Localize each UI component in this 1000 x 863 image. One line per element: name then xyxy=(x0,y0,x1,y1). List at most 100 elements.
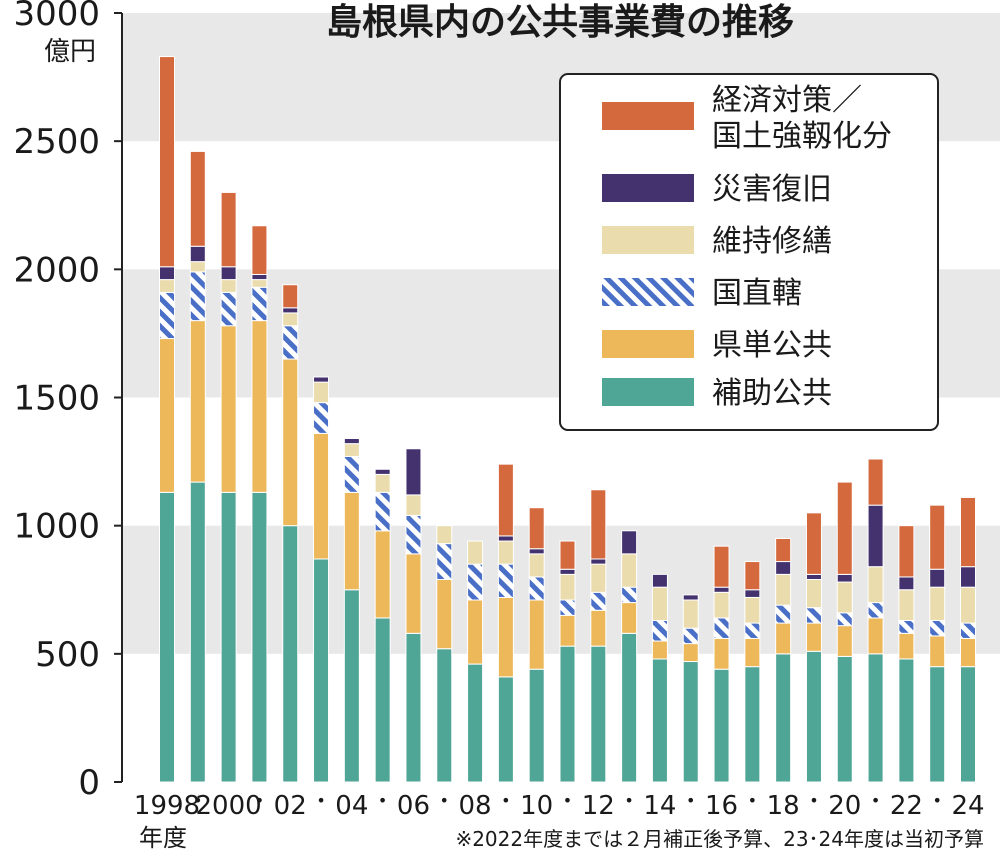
bar-segment xyxy=(621,586,638,604)
bar-segment xyxy=(436,578,453,650)
legend-label: 経済対策／ xyxy=(712,83,862,118)
bar-segment xyxy=(836,581,853,614)
bar-segment xyxy=(405,448,422,496)
x-axis-label: 年度 xyxy=(139,824,187,852)
bar-segment xyxy=(682,627,699,645)
bar-segment xyxy=(159,56,175,268)
bar-segment xyxy=(497,676,514,783)
bar-segment xyxy=(744,622,761,639)
bar-segment xyxy=(251,273,268,281)
legend-swatch xyxy=(602,102,694,130)
legend-swatch xyxy=(602,330,694,358)
bar-segment xyxy=(651,658,668,783)
bar-segment xyxy=(867,458,884,506)
bar-segment xyxy=(590,563,607,593)
bar-segment xyxy=(405,494,422,516)
bar-segment xyxy=(528,599,545,670)
x-tick-label: 08 xyxy=(459,791,492,821)
bar-group-2010 xyxy=(528,507,545,783)
bar-segment xyxy=(775,573,792,606)
bar-group-2005 xyxy=(374,468,391,783)
bar-segment xyxy=(836,655,853,783)
bar-segment xyxy=(898,525,915,578)
bar-segment xyxy=(436,543,453,580)
bar-segment xyxy=(559,540,576,570)
bar-segment xyxy=(867,566,884,604)
bar-segment xyxy=(220,491,237,783)
bar-segment xyxy=(682,661,699,783)
x-tick-label: 18 xyxy=(767,791,800,821)
bar-segment xyxy=(559,645,576,783)
bar-segment xyxy=(220,325,237,493)
bar-segment xyxy=(898,632,915,660)
bar-group-2015 xyxy=(682,594,699,783)
y-tick-label: 1000 xyxy=(13,507,100,547)
x-tick-label: • xyxy=(440,791,449,810)
bar-segment xyxy=(590,489,607,560)
bar-segment xyxy=(713,586,730,593)
bar-segment xyxy=(590,558,607,565)
bar-segment xyxy=(651,586,668,622)
x-tick-label: 24 xyxy=(951,791,984,821)
bar-segment xyxy=(374,530,391,619)
bar-segment xyxy=(220,279,237,293)
bar-group-2009 xyxy=(497,463,514,783)
bar-segment xyxy=(960,666,976,783)
bar-segment xyxy=(836,625,853,657)
bar-segment xyxy=(836,573,853,583)
bar-group-2020 xyxy=(836,481,853,783)
bar-segment xyxy=(682,643,699,663)
bar-segment xyxy=(313,402,330,434)
bar-segment xyxy=(590,591,607,611)
bar-segment xyxy=(467,599,484,665)
bar-segment xyxy=(189,481,206,783)
bars xyxy=(159,56,976,783)
bar-segment xyxy=(313,432,330,560)
bar-segment xyxy=(805,650,822,783)
bar-segment xyxy=(528,668,545,783)
bar-segment xyxy=(744,596,761,624)
legend-label: 補助公共 xyxy=(712,376,832,411)
x-tick-label: • xyxy=(932,791,941,810)
bar-segment xyxy=(621,632,638,783)
legend-label: 国直轄 xyxy=(712,276,802,311)
bar-segment xyxy=(497,596,514,678)
x-tick-label: • xyxy=(255,791,264,810)
bar-segment xyxy=(189,320,206,483)
bar-segment xyxy=(713,545,730,588)
bar-segment xyxy=(159,266,175,281)
bar-group-2001 xyxy=(251,225,268,783)
y-tick-label: 3000 xyxy=(13,0,100,34)
bar-segment xyxy=(497,463,514,537)
bar-segment xyxy=(929,620,946,637)
bar-group-1998 xyxy=(159,56,175,783)
bar-segment xyxy=(682,594,699,601)
bar-segment xyxy=(251,225,268,275)
bar-segment xyxy=(713,617,730,639)
bar-segment xyxy=(528,553,545,578)
bar-group-2019 xyxy=(805,512,822,783)
bar-segment xyxy=(775,622,792,655)
bar-segment xyxy=(220,291,237,327)
x-tick-label: 10 xyxy=(520,791,553,821)
bar-segment xyxy=(775,653,792,783)
bar-segment xyxy=(836,612,853,627)
bar-segment xyxy=(282,307,299,314)
x-tick-label: • xyxy=(501,791,510,810)
bar-segment xyxy=(313,381,330,404)
bar-segment xyxy=(343,443,360,457)
legend-label: 県単公共 xyxy=(712,328,832,363)
legend-swatch xyxy=(602,278,694,306)
legend-swatch xyxy=(602,226,694,254)
bar-segment xyxy=(775,537,792,563)
bar-segment xyxy=(805,622,822,652)
bar-segment xyxy=(497,540,514,565)
footnote: ※2022年度までは２月補正後予算、23･24年度は当初予算 xyxy=(455,827,984,851)
bar-segment xyxy=(374,473,391,493)
bar-segment xyxy=(282,284,299,309)
bar-segment xyxy=(159,279,175,293)
bar-segment xyxy=(189,150,206,247)
x-tick-label: 06 xyxy=(397,791,430,821)
x-tick-label: 1998 xyxy=(134,791,200,821)
bar-segment xyxy=(744,666,761,783)
